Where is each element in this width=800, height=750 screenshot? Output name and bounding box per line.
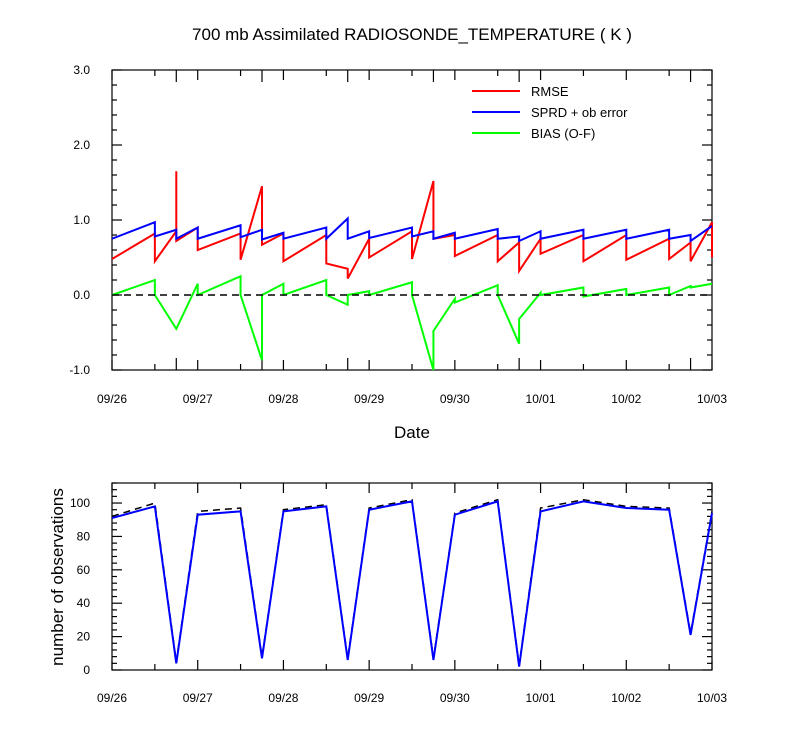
legend-label: SPRD + ob error (531, 105, 628, 120)
legend-label: BIAS (O-F) (531, 126, 595, 141)
top-y-tick-label: 0.0 (73, 288, 90, 302)
bottom-tick-labels: 100 80 60 40 20 0 09/26 09/27 09/28 09/29 09/30 10/… (70, 496, 727, 705)
bottom-x-tick-label: 09/29 (354, 691, 384, 705)
bottom-x-tick-label: 10/01 (526, 691, 556, 705)
top-panel: 700 mb Assimilated RADIOSONDE_TEMPERATUR… (69, 25, 727, 442)
top-x-tick-label: 09/29 (354, 392, 384, 406)
top-series-rmse (111, 171, 713, 279)
chart-title: 700 mb Assimilated RADIOSONDE_TEMPERATUR… (192, 25, 632, 44)
y-axis-label-observations: number of observations (48, 488, 67, 666)
bottom-y-tick-label: 40 (77, 596, 91, 610)
top-x-tick-label: 09/27 (183, 392, 213, 406)
top-y-tick-label: 3.0 (73, 63, 90, 77)
bottom-x-tick-label: 10/03 (697, 691, 727, 705)
top-x-tick-label: 10/02 (611, 392, 641, 406)
top-y-tick-label: 1.0 (73, 213, 90, 227)
bottom-panel: 100 80 60 40 20 0 09/26 09/27 09/28 09/29 09/30 10/… (48, 482, 727, 705)
bottom-y-tick-label: 60 (77, 563, 91, 577)
bottom-x-tick-label: 09/28 (268, 691, 298, 705)
top-x-tick-label: 09/26 (97, 392, 127, 406)
legend: RMSE SPRD + ob error BIAS (O-F) (472, 84, 628, 141)
bottom-y-tick-label: 80 (77, 529, 91, 543)
top-series-sprd-ob-error (111, 216, 713, 243)
bottom-y-tick-label: 0 (83, 663, 90, 677)
top-tick-labels: 3.0 2.0 1.0 0.0 -1.0 09/26 09/27 09/28 09/29 09/3… (69, 63, 727, 406)
top-series-bias-o-f (111, 274, 713, 371)
bottom-x-tick-label: 10/02 (611, 691, 641, 705)
bottom-x-tick-label: 09/26 (97, 691, 127, 705)
x-axis-label: Date (394, 423, 430, 442)
bottom-x-tick-label: 09/30 (440, 691, 470, 705)
bottom-axis-ticks (111, 482, 713, 671)
bottom-y-tick-label: 100 (70, 496, 90, 510)
bottom-x-tick-label: 09/27 (183, 691, 213, 705)
bottom-series-observations-possible (111, 498, 713, 666)
bottom-series-group (111, 498, 713, 667)
legend-label: RMSE (531, 84, 569, 99)
bottom-y-tick-label: 20 (77, 630, 91, 644)
top-y-tick-label: 2.0 (73, 138, 90, 152)
top-series-group (111, 171, 713, 371)
top-x-tick-label: 10/03 (697, 392, 727, 406)
top-x-tick-label: 09/28 (268, 392, 298, 406)
bottom-series-observations-assimilated (111, 500, 713, 667)
top-x-tick-label: 09/30 (440, 392, 470, 406)
top-y-tick-label: -1.0 (69, 363, 90, 377)
top-x-tick-label: 10/01 (526, 392, 556, 406)
